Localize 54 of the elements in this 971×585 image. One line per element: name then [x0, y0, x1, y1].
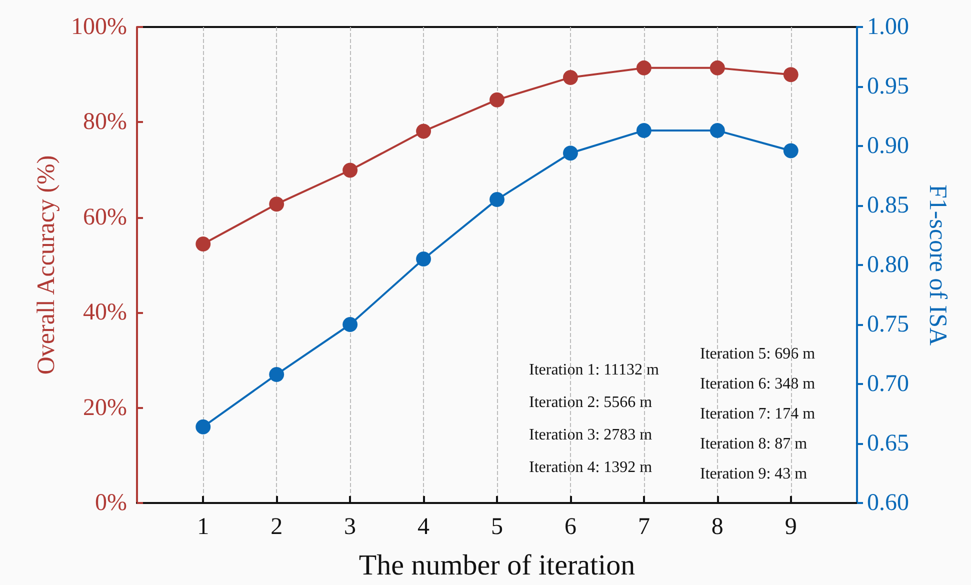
x-tick-label: 7 [638, 514, 650, 540]
y2-tick-label: 0.85 [867, 192, 909, 218]
y-tick-label: 20% [83, 394, 127, 421]
point [710, 123, 725, 138]
point [269, 366, 284, 382]
x-tick-label: 3 [344, 514, 356, 540]
x-tick-label: 9 [784, 514, 797, 540]
x-tick-label: 5 [491, 514, 503, 540]
x-axis-title: The number of iteration [358, 550, 636, 582]
y-tick-label: 100% [71, 14, 127, 40]
point [562, 146, 578, 161]
annotation: Iteration 4: 1392 m [529, 459, 653, 476]
annotation: Iteration 9: 43 m [700, 466, 808, 482]
point [490, 92, 504, 108]
point [636, 60, 652, 76]
y-tick-label: 40% [83, 300, 127, 326]
x-tick-label: 8 [711, 514, 724, 540]
annotation: Iteration 1: 11132 m [529, 362, 660, 378]
x-tick-label: 1 [197, 514, 210, 540]
point [416, 252, 432, 267]
annotation: Iteration 2: 5566 m [529, 394, 653, 411]
point [490, 192, 504, 208]
annotation: Iteration 6: 348 m [700, 376, 816, 392]
x-tick-label: 6 [564, 514, 576, 540]
y2-tick-label: 0.70 [867, 371, 909, 397]
x-tick-label: 4 [418, 514, 430, 540]
point [342, 317, 358, 332]
point [196, 419, 211, 434]
annotation: Iteration 5: 696 m [700, 346, 816, 362]
point [783, 67, 798, 82]
point [342, 162, 358, 178]
point [783, 143, 798, 158]
annotation: Iteration 8: 87 m [700, 436, 808, 452]
y2-tick-label: 0.95 [867, 74, 909, 100]
point [562, 70, 578, 85]
y-tick-label: 80% [83, 109, 127, 136]
x-tick-label: 2 [270, 514, 283, 540]
y2-axis-title: F1-score of ISA [924, 184, 951, 346]
point [196, 236, 211, 252]
y2-tick-label: 0.60 [867, 490, 909, 516]
y2-tick-label: 0.90 [867, 133, 909, 159]
y2-tick-label: 0.65 [867, 430, 909, 456]
point [710, 60, 725, 76]
point [636, 123, 652, 138]
point [416, 124, 432, 139]
point [269, 196, 284, 212]
y-tick-label: 0% [95, 490, 127, 516]
y2-tick-label: 1.00 [867, 14, 909, 40]
y-tick-label: 60% [83, 204, 127, 230]
annotation: Iteration 7: 174 m [700, 406, 816, 422]
y-axis-title: Overall Accuracy (%) [33, 155, 60, 375]
y2-tick-label: 0.75 [867, 312, 909, 338]
annotation: Iteration 3: 2783 m [529, 426, 653, 444]
y2-tick-label: 0.80 [867, 252, 909, 278]
